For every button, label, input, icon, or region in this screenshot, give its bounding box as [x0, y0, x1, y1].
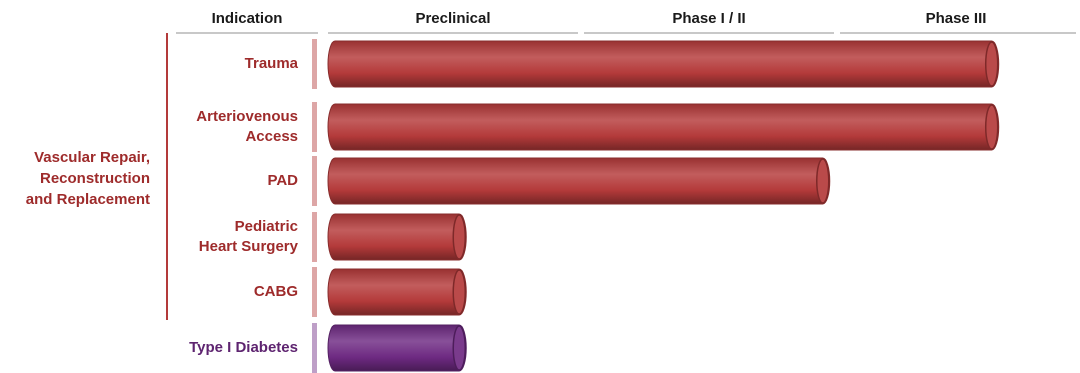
phase-header-preclinical: Preclinical [415, 10, 491, 27]
row-label-line: Pediatric [234, 218, 298, 235]
bar-end-cap [452, 269, 466, 315]
row-label-line: Arteriovenous [196, 108, 298, 125]
bar-body [327, 324, 467, 372]
row-label-text: Trauma [245, 54, 298, 74]
row-label-text: Type I Diabetes [189, 338, 298, 358]
group-label-line: Vascular Repair, [34, 149, 150, 166]
bar-cabg [327, 268, 467, 316]
row-label-line: Trauma [244, 55, 298, 72]
group-label-line: and Replacement [25, 191, 150, 208]
group-bracket [166, 33, 168, 320]
bar-pad [327, 157, 831, 205]
phase-3-header-rule [840, 32, 1076, 34]
group-label-line: Reconstruction [39, 170, 150, 187]
bar-trauma [327, 40, 1000, 88]
row-label-line: Access [245, 128, 298, 145]
bar-type-i-diabetes [327, 324, 467, 372]
row-label: Arteriovenous Access [168, 102, 298, 152]
row-label-text: CABG [254, 282, 298, 302]
bar-arteriovenous-access [327, 103, 1000, 151]
bar-end-cap [984, 41, 999, 87]
row-label-text: PAD [267, 171, 298, 191]
row-label-line: PAD [267, 172, 298, 189]
bar-pediatric-heart-surgery [327, 213, 467, 261]
row-label: Trauma [168, 39, 298, 89]
row-separator [312, 212, 317, 262]
row-separator [312, 39, 317, 89]
bar-end-cap [984, 104, 999, 150]
bar-body [327, 157, 831, 205]
preclinical-header-rule [328, 32, 578, 34]
bar-body [327, 268, 467, 316]
row-label-text: Arteriovenous Access [196, 107, 298, 147]
group-label-vascular-repair: Vascular Repair, Reconstruction and Repl… [4, 147, 150, 210]
row-separator [312, 102, 317, 152]
bar-end-cap [452, 214, 466, 260]
bar-end-cap [816, 158, 830, 204]
indication-header-rule [176, 32, 318, 34]
row-separator [312, 323, 317, 373]
indication-header: Indication [211, 10, 283, 27]
bar-body [327, 103, 1000, 151]
phase-header-phase-3: Phase III [925, 10, 987, 27]
row-label: PAD [168, 156, 298, 206]
row-label-line: Heart Surgery [198, 238, 298, 255]
bar-end-cap [452, 325, 466, 371]
row-label: Pediatric Heart Surgery [168, 212, 298, 262]
row-separator [312, 267, 317, 317]
bar-body [327, 213, 467, 261]
row-label-line: Type I Diabetes [189, 339, 298, 356]
row-label: Type I Diabetes [168, 323, 298, 373]
phase-header-phase-1-2: Phase I / II [672, 10, 746, 27]
row-separator [312, 156, 317, 206]
row-label: CABG [168, 267, 298, 317]
phase-1-2-header-rule [584, 32, 834, 34]
row-label-line: CABG [253, 283, 298, 300]
bar-body [327, 40, 1000, 88]
row-label-text: Pediatric Heart Surgery [199, 217, 298, 257]
